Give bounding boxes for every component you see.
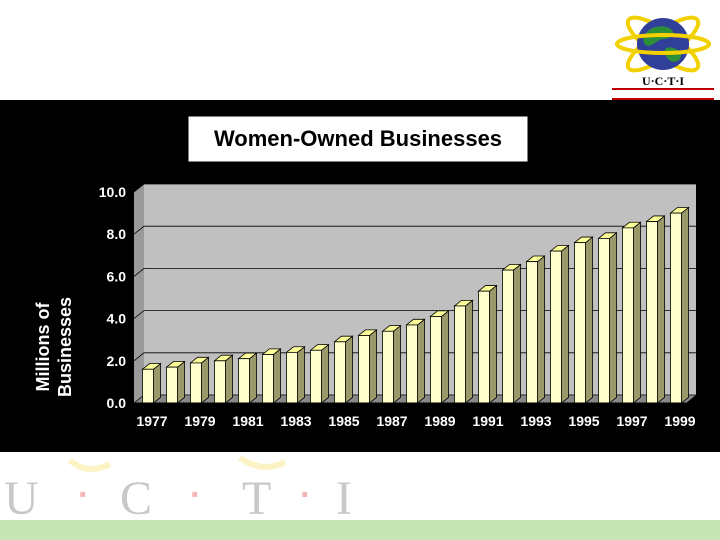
bar <box>478 290 490 404</box>
watermark-letter-i: I <box>336 472 352 520</box>
y-tick-label: 8.0 <box>107 226 127 242</box>
bar <box>310 349 322 404</box>
bar <box>454 305 466 404</box>
bar <box>574 242 586 404</box>
ucti-watermark: U C T I · · · <box>0 452 720 525</box>
bar-side <box>153 362 161 404</box>
gridline <box>133 225 696 235</box>
x-tick-label: 1977 <box>136 413 167 429</box>
y-tick-label: 10.0 <box>99 184 126 200</box>
bar <box>238 358 250 404</box>
y-tick-label: 4.0 <box>107 311 127 327</box>
x-tick-label: 1995 <box>568 413 599 429</box>
bar <box>358 335 370 404</box>
watermark-letter-u: U <box>4 472 39 520</box>
x-tick-label: 1989 <box>424 413 455 429</box>
bar <box>382 330 394 404</box>
bar <box>286 351 298 404</box>
bar-side <box>345 335 353 404</box>
y-axis-label-line1: Millions of <box>33 302 53 392</box>
plot-area: 0.0 2.0 4.0 6.0 8.0 10.0 1977 1979 1981 1983 1985 1… <box>99 183 696 429</box>
bar-side <box>417 318 425 404</box>
bar-side <box>609 231 617 404</box>
bar-side <box>657 215 665 404</box>
x-tick-label: 1981 <box>232 413 263 429</box>
watermark-letter-t: T <box>242 472 271 520</box>
bar <box>598 238 610 404</box>
bar-side <box>273 348 281 404</box>
bar <box>646 221 658 404</box>
x-tick-label: 1999 <box>664 413 695 429</box>
bar <box>406 324 418 404</box>
x-tick-label: 1985 <box>328 413 359 429</box>
bar-side <box>177 360 185 404</box>
bar <box>142 368 154 404</box>
bar <box>430 316 442 404</box>
bar-side <box>201 356 209 404</box>
chart-title-box <box>187 115 529 163</box>
bar-side <box>249 352 257 404</box>
chart-title: Women-Owned Businesses <box>214 126 502 151</box>
bar <box>670 212 682 404</box>
bar <box>262 354 274 404</box>
bar-side <box>513 263 521 404</box>
bar <box>214 360 226 404</box>
bar <box>190 362 202 404</box>
bar <box>550 250 562 404</box>
bar-side <box>489 284 497 404</box>
watermark-dot-1: · <box>78 476 89 514</box>
bar-side <box>633 221 641 404</box>
ucti-logo: U·C·T·I <box>610 4 716 102</box>
bar-side <box>369 329 377 404</box>
watermark-dot-3: · <box>300 476 311 514</box>
y-axis-label-line2: Businesses <box>55 297 75 397</box>
watermark-art: U C T I · · · <box>4 455 352 525</box>
y-tick-label: 6.0 <box>107 268 127 284</box>
x-tick-label: 1983 <box>280 413 311 429</box>
x-tick-label: 1979 <box>184 413 215 429</box>
bar-side <box>585 236 593 404</box>
y-tick-label: 0.0 <box>107 395 127 411</box>
x-tick-label: 1987 <box>376 413 407 429</box>
bar <box>502 269 514 404</box>
bar <box>526 261 538 404</box>
header-band <box>0 0 720 100</box>
bar <box>622 227 634 404</box>
plot-side-wall <box>134 184 144 403</box>
bar-side <box>297 345 305 404</box>
x-tick-label: 1991 <box>472 413 503 429</box>
bar-side <box>561 244 569 404</box>
bar <box>166 366 178 404</box>
x-tick-label: 1993 <box>520 413 551 429</box>
footer-strip <box>0 520 720 540</box>
bar-side <box>537 255 545 404</box>
watermark-letter-c: C <box>120 472 152 520</box>
globe-atom-icon: U·C·T·I <box>612 15 714 100</box>
watermark-dot-2: · <box>190 476 201 514</box>
y-tick-label: 2.0 <box>107 353 127 369</box>
bar-side <box>393 324 401 404</box>
logo-text: U·C·T·I <box>642 74 684 88</box>
x-tick-label: 1997 <box>616 413 647 429</box>
bar-side <box>465 299 473 404</box>
bar-side <box>681 206 689 404</box>
bar-chart: Women-Owned Businesses Millions of Busin… <box>33 115 696 429</box>
bar <box>334 341 346 404</box>
chart-panel: Women-Owned Businesses Millions of Busin… <box>0 100 720 452</box>
bar-side <box>321 343 329 404</box>
gridline <box>133 183 696 193</box>
bar-side <box>225 354 233 404</box>
bar-side <box>441 310 449 404</box>
